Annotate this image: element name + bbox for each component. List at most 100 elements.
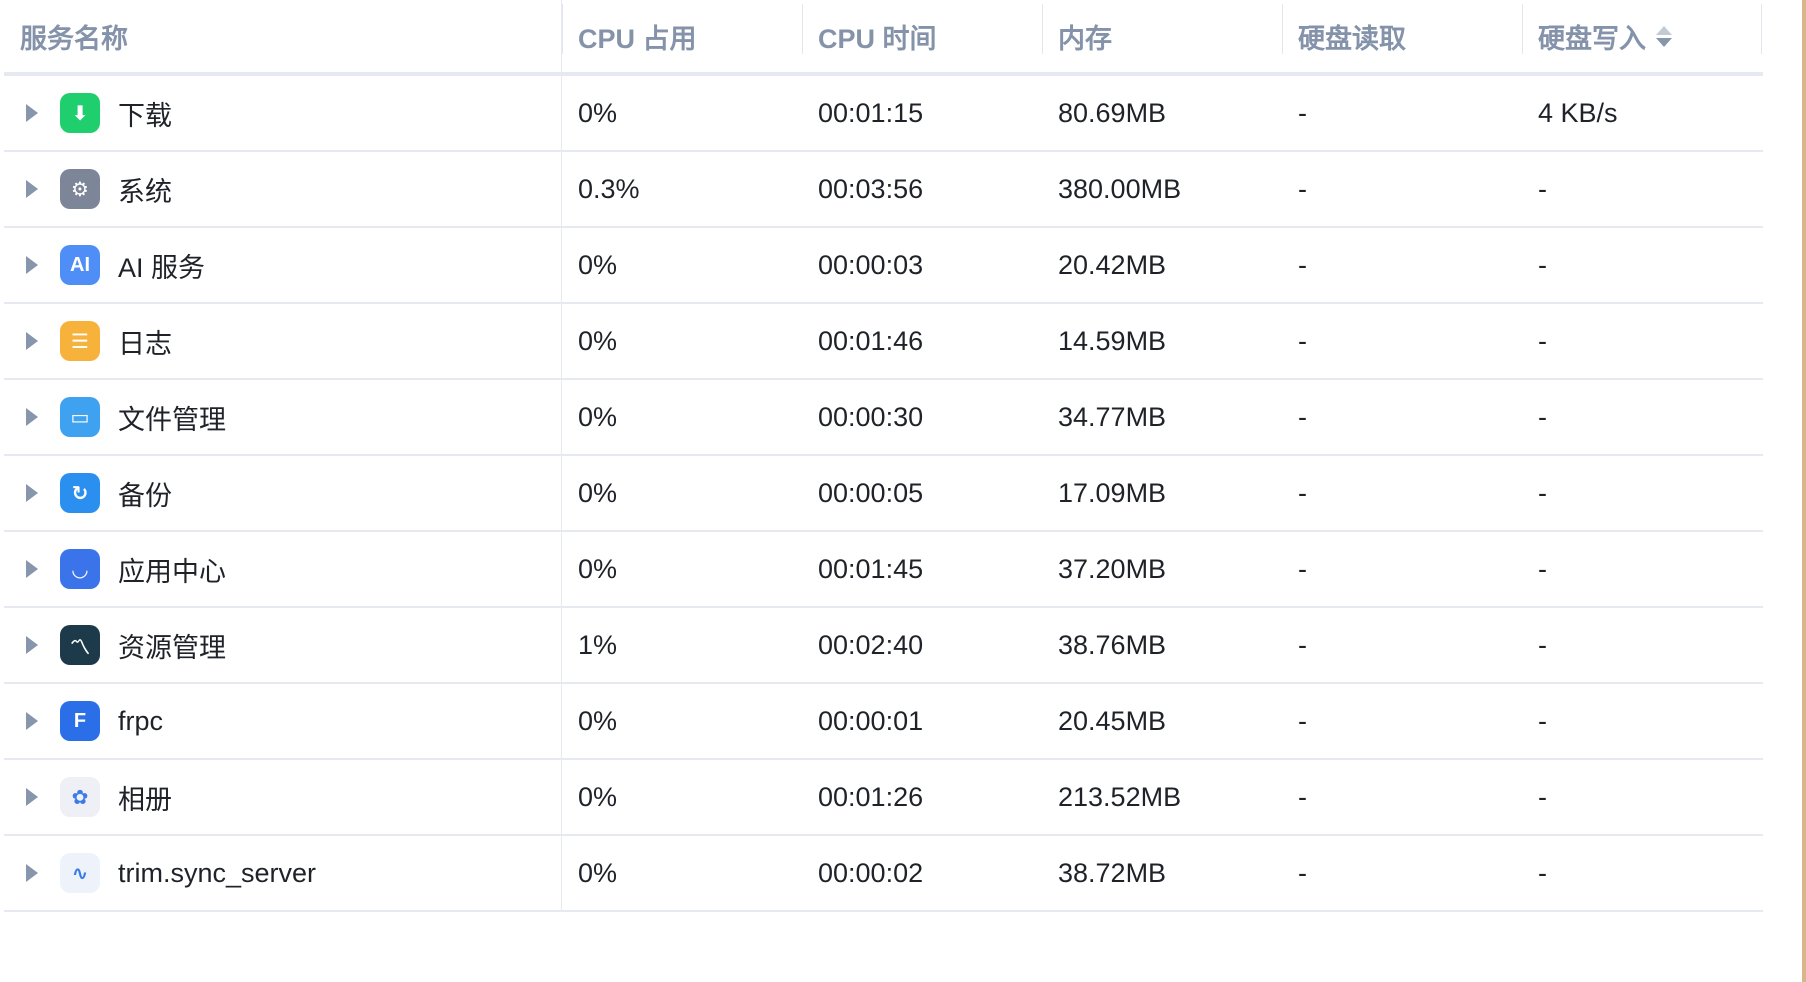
disk-write: -: [1538, 477, 1547, 508]
table-row[interactable]: ⚙ 系统 0.3% 00:03:56 380.00MB - -: [4, 152, 1763, 228]
service-name-cell: ⬇ 下载: [4, 76, 562, 150]
header-disk-write[interactable]: 硬盘写入: [1522, 0, 1762, 72]
service-name: trim.sync_server: [118, 857, 317, 888]
disk-read: -: [1298, 781, 1307, 812]
header-cpu-time[interactable]: CPU 时间: [802, 0, 1042, 72]
photos-icon: ✿: [60, 777, 100, 817]
disk-read: -: [1298, 705, 1307, 736]
expand-icon[interactable]: [26, 788, 38, 806]
expand-icon[interactable]: [26, 864, 38, 882]
service-table: 服务名称 CPU 占用 CPU 时间 内存 硬盘读取 硬盘写入 ⬇ 下载 0% …: [4, 0, 1763, 912]
memory: 20.45MB: [1058, 705, 1167, 736]
expand-icon[interactable]: [26, 712, 38, 730]
service-name: 文件管理: [118, 404, 226, 435]
disk-write: -: [1538, 629, 1547, 660]
sort-icon[interactable]: [1656, 25, 1672, 47]
service-name: 相册: [118, 784, 172, 815]
cpu-usage: 0%: [578, 553, 618, 584]
cpu-usage: 0.3%: [578, 173, 640, 204]
folder-icon: ▭: [60, 397, 100, 437]
window-edge: [1802, 0, 1806, 982]
disk-write: -: [1538, 781, 1547, 812]
cpu-usage: 0%: [578, 477, 618, 508]
expand-icon[interactable]: [26, 180, 38, 198]
backup-icon: ↻: [60, 473, 100, 513]
memory: 34.77MB: [1058, 401, 1167, 432]
expand-icon[interactable]: [26, 408, 38, 426]
download-icon: ⬇: [60, 93, 100, 133]
disk-read: -: [1298, 629, 1307, 660]
cpu-time: 00:03:56: [818, 173, 924, 204]
table-row[interactable]: ▭ 文件管理 0% 00:00:30 34.77MB - -: [4, 380, 1763, 456]
disk-write: -: [1538, 705, 1547, 736]
service-name-cell: ⚙ 系统: [4, 152, 562, 226]
disk-write: 4 KB/s: [1538, 97, 1618, 128]
expand-icon[interactable]: [26, 332, 38, 350]
disk-read: -: [1298, 477, 1307, 508]
header-disk-write-label: 硬盘写入: [1538, 23, 1646, 54]
disk-write: -: [1538, 325, 1547, 356]
service-name: 备份: [118, 480, 172, 511]
disk-write: -: [1538, 173, 1547, 204]
cpu-time: 00:01:46: [818, 325, 924, 356]
memory: 213.52MB: [1058, 781, 1182, 812]
table-row[interactable]: ✿ 相册 0% 00:01:26 213.52MB - -: [4, 760, 1763, 836]
disk-read: -: [1298, 97, 1307, 128]
header-name[interactable]: 服务名称: [4, 0, 562, 72]
expand-icon[interactable]: [26, 560, 38, 578]
memory: 17.09MB: [1058, 477, 1167, 508]
service-name-cell: ☰ 日志: [4, 304, 562, 378]
table-row[interactable]: ⬇ 下载 0% 00:01:15 80.69MB - 4 KB/s: [4, 76, 1763, 152]
service-name: frpc: [118, 705, 164, 736]
table-row[interactable]: ↻ 备份 0% 00:00:05 17.09MB - -: [4, 456, 1763, 532]
service-name-cell: ✿ 相册: [4, 760, 562, 834]
sync-icon: ∿: [60, 853, 100, 893]
cpu-usage: 0%: [578, 97, 618, 128]
ai-icon: AI: [60, 245, 100, 285]
gear-icon: ⚙: [60, 169, 100, 209]
expand-icon[interactable]: [26, 104, 38, 122]
service-name-cell: ∿ trim.sync_server: [4, 836, 562, 910]
frpc-icon: F: [60, 701, 100, 741]
disk-read: -: [1298, 857, 1307, 888]
table-row[interactable]: ◡ 应用中心 0% 00:01:45 37.20MB - -: [4, 532, 1763, 608]
expand-icon[interactable]: [26, 484, 38, 502]
disk-read: -: [1298, 553, 1307, 584]
cpu-usage: 0%: [578, 781, 618, 812]
cpu-usage: 0%: [578, 857, 618, 888]
memory: 80.69MB: [1058, 97, 1167, 128]
disk-write: -: [1538, 249, 1547, 280]
disk-write: -: [1538, 401, 1547, 432]
memory: 38.72MB: [1058, 857, 1167, 888]
cpu-usage: 0%: [578, 325, 618, 356]
table-row[interactable]: 〽 资源管理 1% 00:02:40 38.76MB - -: [4, 608, 1763, 684]
header-cpu-usage[interactable]: CPU 占用: [562, 0, 802, 72]
expand-icon[interactable]: [26, 256, 38, 274]
cpu-usage: 0%: [578, 249, 618, 280]
disk-read: -: [1298, 173, 1307, 204]
service-name-cell: AI AI 服务: [4, 228, 562, 302]
table-row[interactable]: ☰ 日志 0% 00:01:46 14.59MB - -: [4, 304, 1763, 380]
log-icon: ☰: [60, 321, 100, 361]
cpu-time: 00:00:01: [818, 705, 924, 736]
table-header: 服务名称 CPU 占用 CPU 时间 内存 硬盘读取 硬盘写入: [4, 0, 1763, 76]
header-memory[interactable]: 内存: [1042, 0, 1282, 72]
disk-write: -: [1538, 857, 1547, 888]
table-row[interactable]: ∿ trim.sync_server 0% 00:00:02 38.72MB -…: [4, 836, 1763, 912]
memory: 37.20MB: [1058, 553, 1167, 584]
service-name-cell: 〽 资源管理: [4, 608, 562, 682]
disk-read: -: [1298, 325, 1307, 356]
expand-icon[interactable]: [26, 636, 38, 654]
header-disk-read[interactable]: 硬盘读取: [1282, 0, 1522, 72]
table-row[interactable]: F frpc 0% 00:00:01 20.45MB - -: [4, 684, 1763, 760]
cpu-time: 00:00:30: [818, 401, 924, 432]
disk-read: -: [1298, 401, 1307, 432]
table-row[interactable]: AI AI 服务 0% 00:00:03 20.42MB - -: [4, 228, 1763, 304]
disk-write: -: [1538, 553, 1547, 584]
service-name: 日志: [118, 328, 172, 359]
service-name: 应用中心: [118, 556, 226, 587]
cpu-time: 00:00:05: [818, 477, 924, 508]
service-name-cell: ◡ 应用中心: [4, 532, 562, 606]
memory: 380.00MB: [1058, 173, 1182, 204]
memory: 20.42MB: [1058, 249, 1167, 280]
